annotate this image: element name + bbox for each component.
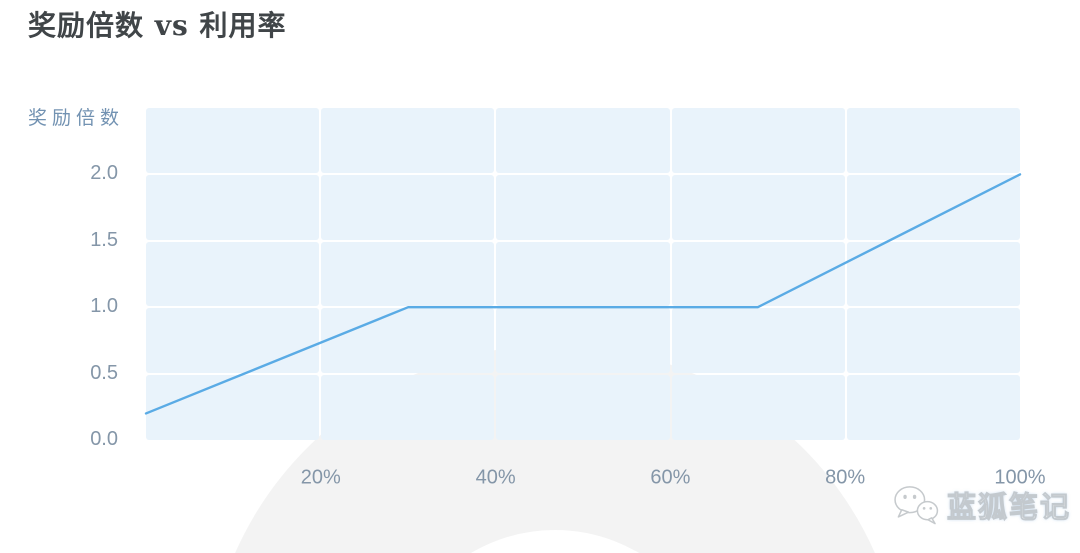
grid-cell — [671, 375, 845, 440]
x-tick-label: 40% — [475, 466, 516, 489]
grid-cell — [321, 108, 495, 173]
grid-cell — [846, 375, 1020, 440]
grid-cell — [671, 174, 845, 240]
grid-cell — [846, 174, 1020, 240]
y-tick-label: 1.0 — [90, 295, 118, 318]
grid-cell — [496, 308, 670, 374]
grid-cell — [321, 375, 495, 440]
grid-cell — [496, 375, 670, 440]
chart-title: 奖励倍数 vs 利用率 — [28, 9, 287, 42]
x-tick-label: 100% — [994, 466, 1046, 489]
grid-cell — [146, 308, 320, 374]
watermark: 蓝狐笔记 — [892, 484, 1071, 526]
y-axis-tick-labels: 2.0 1.5 1.0 0.5 0.0 — [0, 108, 118, 450]
grid-cell — [321, 174, 495, 240]
y-tick-label: 0.0 — [90, 428, 118, 451]
y-axis-title: 奖励倍数 — [28, 107, 125, 129]
grid-cell — [671, 241, 845, 307]
grid-cell — [496, 108, 670, 173]
grid-cell — [846, 241, 1020, 307]
grid-cell — [496, 241, 670, 307]
grid-cell — [671, 308, 845, 374]
grid-cell — [146, 174, 320, 240]
grid-cell — [146, 241, 320, 307]
grid-cell — [146, 108, 320, 173]
grid-cell — [146, 375, 320, 440]
y-tick-label: 1.5 — [90, 228, 118, 251]
y-tick-label: 0.5 — [90, 361, 118, 384]
grid-cell — [846, 308, 1020, 374]
grid-cell — [671, 108, 845, 173]
y-tick-label: 2.0 — [90, 162, 118, 185]
x-tick-label: 60% — [650, 466, 691, 489]
wechat-icon — [894, 486, 939, 525]
grid-cell — [321, 308, 495, 374]
watermark-text: 蓝狐笔记 — [946, 492, 1072, 525]
plot-area — [144, 108, 1022, 440]
reward-multiplier-line — [144, 173, 1022, 415]
grid-cell — [846, 108, 1020, 173]
grid-cell — [321, 241, 495, 307]
x-tick-label: 80% — [825, 466, 866, 489]
plot-gridlines — [146, 108, 1020, 440]
x-tick-label: 20% — [300, 466, 341, 489]
grid-cell — [496, 174, 670, 240]
series-line — [144, 173, 1022, 415]
x-axis-tick-labels: 20% 40% 60% 80% 100% — [146, 440, 1046, 510]
